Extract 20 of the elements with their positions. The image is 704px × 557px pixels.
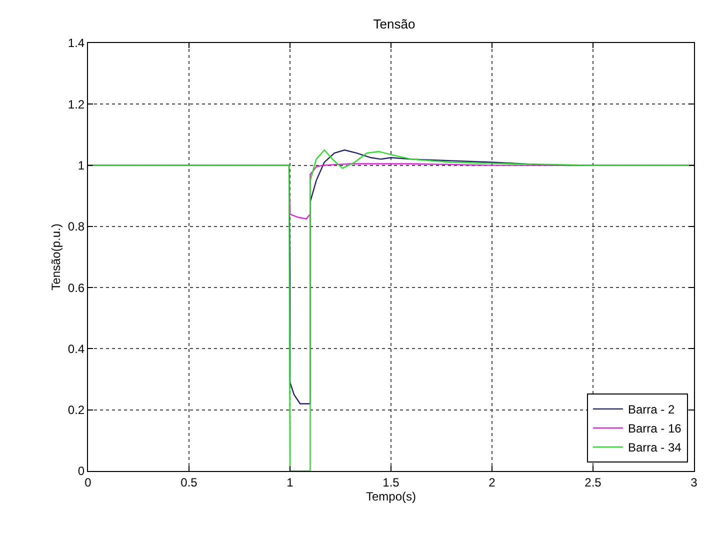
x-tick-label: 2 [488, 475, 496, 490]
y-tick-label: 0.8 [68, 220, 85, 234]
y-tick-label: 0.2 [68, 403, 85, 418]
x-tick-label: 1.5 [382, 475, 400, 490]
y-tick-label: 1.2 [68, 97, 85, 112]
legend-label: Barra - 2 [628, 402, 675, 417]
x-tick-label: 1 [286, 475, 294, 490]
y-tick-label: 0.6 [68, 280, 85, 295]
y-tick-label: 1 [78, 158, 85, 172]
x-tick-label: 0.5 [180, 475, 198, 490]
x-axis-title: Tempo(s) [366, 489, 416, 504]
chart-title: Tensão [373, 16, 416, 32]
y-tick-label: 0 [78, 464, 85, 478]
y-axis-title: Tensão(p.u.) [49, 224, 64, 290]
x-tick-label: 3 [690, 475, 698, 490]
y-tick-label: 1.4 [68, 36, 85, 50]
legend-label: Barra - 34 [628, 440, 682, 455]
x-tick-label: 2.5 [584, 475, 602, 490]
legend-label: Barra - 16 [628, 422, 682, 436]
y-tick-label: 0.4 [68, 342, 85, 356]
